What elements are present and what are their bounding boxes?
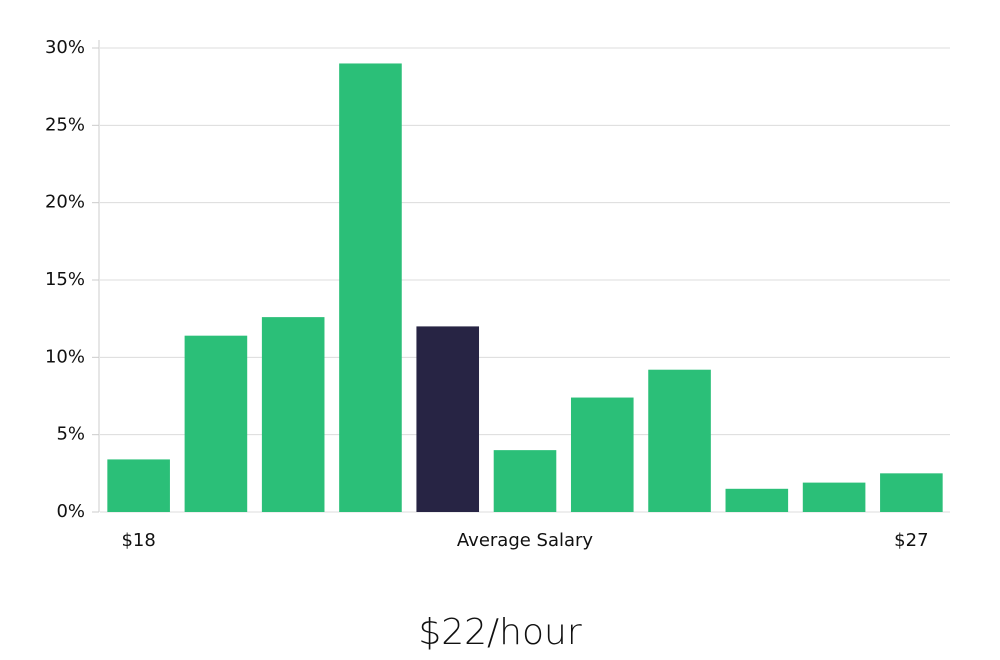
bar <box>416 326 480 512</box>
bar <box>725 488 789 512</box>
bar <box>648 369 711 512</box>
x-tick-label: $27 <box>894 530 928 551</box>
y-tick-label: 25% <box>45 114 85 135</box>
bar <box>107 459 170 512</box>
bar <box>880 473 943 512</box>
bar <box>493 450 557 512</box>
y-tick-label: 20% <box>45 192 85 213</box>
y-tick-label: 30% <box>45 37 85 58</box>
y-tick-label: 15% <box>45 269 85 290</box>
y-tick-label: 0% <box>56 501 85 522</box>
bar <box>802 482 866 512</box>
y-tick-label: 5% <box>56 424 85 445</box>
bar <box>339 63 402 512</box>
x-tick-label: $18 <box>121 530 155 551</box>
bar <box>570 397 634 512</box>
y-tick-label: 10% <box>45 346 85 367</box>
annotation: $22/hour <box>418 612 582 653</box>
bar <box>184 335 248 512</box>
x-tick-label: Average Salary <box>457 530 594 551</box>
bar <box>261 317 325 512</box>
